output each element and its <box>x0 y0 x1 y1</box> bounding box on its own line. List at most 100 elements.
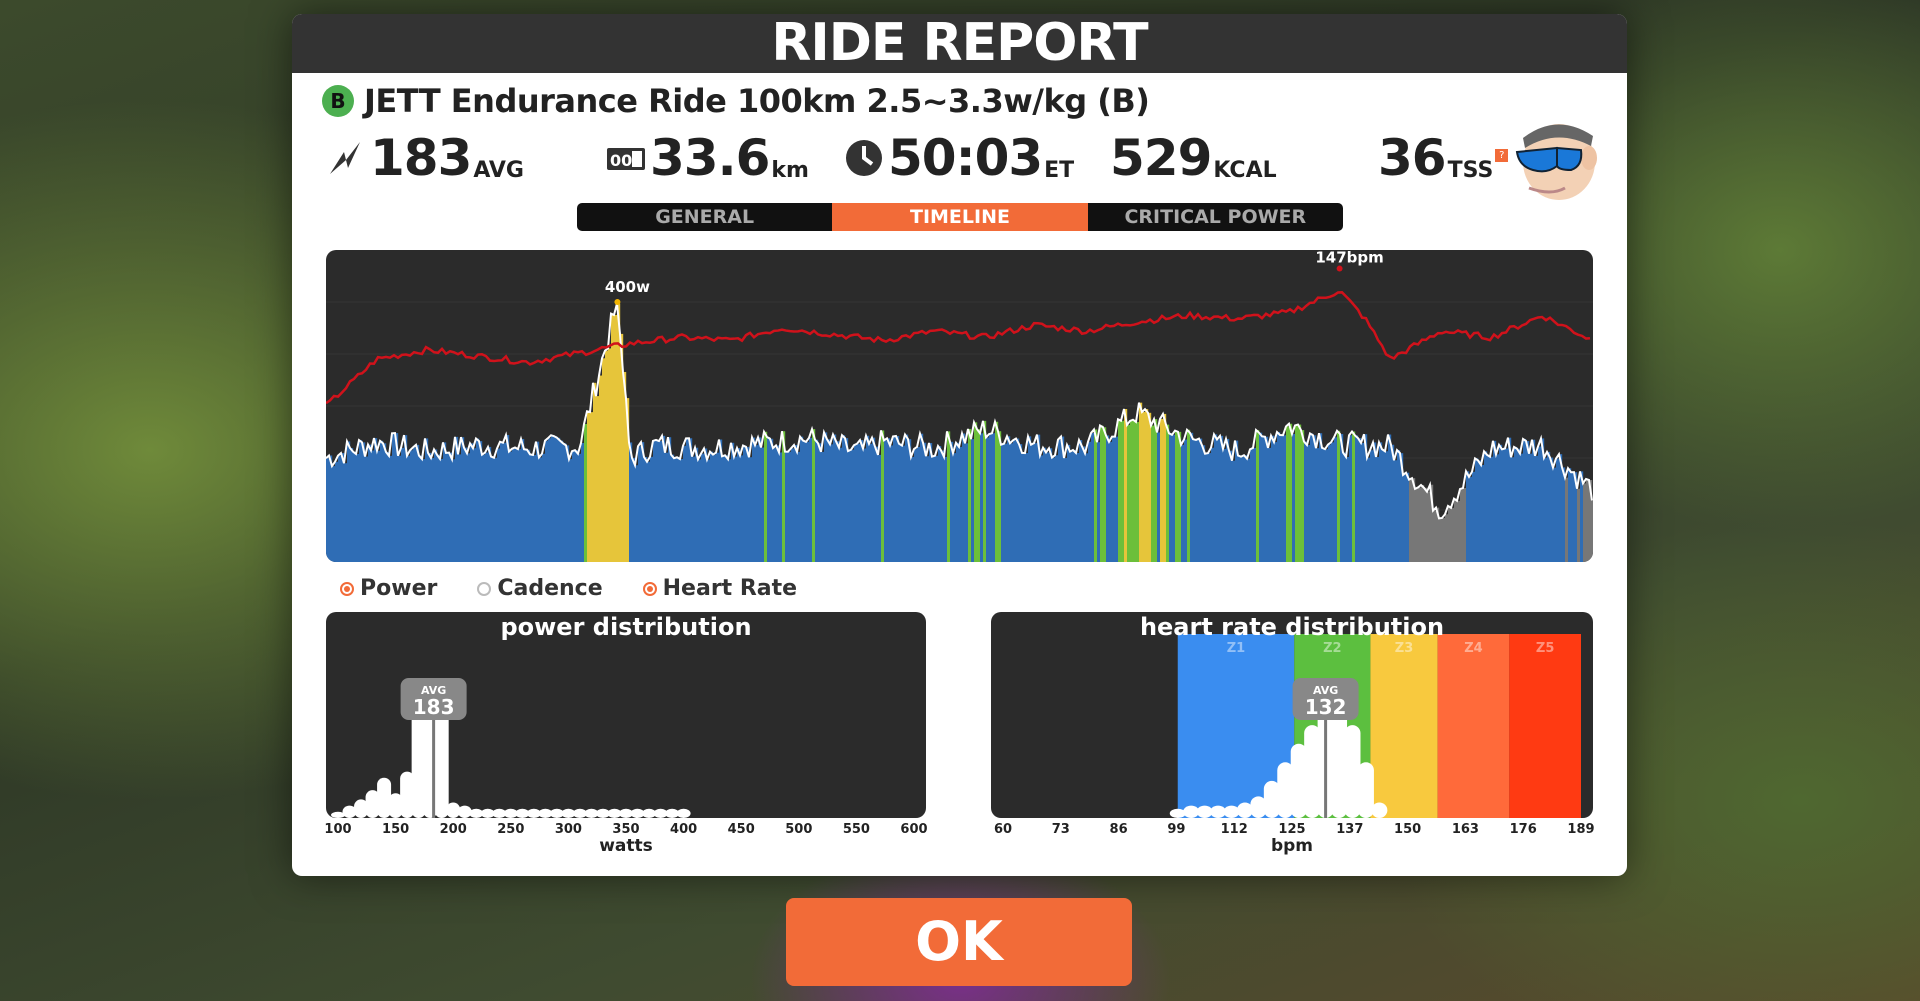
power-bar <box>857 443 861 562</box>
power-bar <box>605 350 609 562</box>
power-bar <box>440 458 444 562</box>
power-bar <box>539 457 543 562</box>
chart-legend: Power Cadence Heart Rate <box>340 576 837 601</box>
power-bar <box>401 447 405 562</box>
distribution-bar <box>1263 780 1280 818</box>
tss-help-icon[interactable]: ? <box>1495 149 1509 162</box>
power-bar <box>527 449 531 562</box>
power-bar <box>815 439 819 562</box>
power-bar <box>1031 444 1035 562</box>
tick-label: 60 <box>993 822 1013 837</box>
power-bar <box>1205 453 1209 562</box>
cadence-radio[interactable] <box>477 581 492 596</box>
power-bar <box>1589 479 1593 562</box>
power-bar <box>794 444 798 562</box>
power-bar <box>656 439 660 562</box>
power-bar <box>782 431 786 562</box>
heart-rate-radio[interactable] <box>642 581 657 596</box>
power-bar <box>1130 420 1134 562</box>
power-radio[interactable] <box>340 581 354 596</box>
power-bar <box>536 441 540 562</box>
power-bar <box>1157 432 1161 562</box>
power-bar <box>1220 435 1224 562</box>
distribution-bar <box>1304 725 1321 818</box>
peak-power-marker <box>614 299 621 305</box>
power-bar <box>335 461 339 562</box>
power-bar <box>398 455 402 562</box>
power-bar <box>1307 444 1311 562</box>
power-bar <box>329 455 333 562</box>
power-bar <box>740 455 744 562</box>
power-bar <box>1004 443 1008 562</box>
power-bar <box>581 442 585 562</box>
power-bar <box>1409 479 1413 562</box>
power-bar <box>1019 444 1023 562</box>
power-bar <box>347 441 351 562</box>
avatar <box>1515 124 1597 200</box>
power-bar <box>1520 453 1524 562</box>
power-bar <box>770 438 774 562</box>
power-bar <box>1439 518 1443 562</box>
power-bar <box>1133 419 1137 562</box>
power-bar <box>1253 447 1257 562</box>
power-bar <box>1073 449 1077 562</box>
power-bar <box>533 454 537 562</box>
stats-row: 183 AVG 00 33.6 km 50:03 ET 529 KCAL 36 … <box>292 128 1627 188</box>
power-bar <box>659 441 663 562</box>
power-bar <box>1247 458 1251 562</box>
power-bar <box>542 453 546 562</box>
power-bar <box>1340 433 1344 562</box>
power-bar <box>824 432 828 562</box>
distribution-bar <box>411 694 426 818</box>
power-bar <box>1076 453 1080 562</box>
distribution-bar <box>561 808 576 818</box>
power-bar <box>785 451 789 562</box>
tick-label: 73 <box>1051 822 1070 837</box>
power-bar <box>1193 439 1197 562</box>
power-bar <box>461 437 465 562</box>
legend-cadence-label: Cadence <box>497 576 603 601</box>
tab-general[interactable]: GENERAL <box>655 206 755 228</box>
power-bar <box>1184 439 1188 562</box>
power-bar <box>1325 449 1329 562</box>
power-bar <box>929 442 933 562</box>
power-bar <box>914 449 918 562</box>
tab-timeline[interactable]: TIMELINE <box>832 203 1088 231</box>
power-bar <box>962 433 966 562</box>
power-bar <box>1424 487 1428 562</box>
legend-heart-rate[interactable]: Heart Rate <box>642 576 797 601</box>
tab-critical-power[interactable]: CRITICAL POWER <box>1124 206 1307 228</box>
power-bar <box>404 435 408 562</box>
avg-badge <box>400 678 467 720</box>
power-bar <box>1163 413 1167 562</box>
legend-power[interactable]: Power <box>340 576 437 601</box>
power-bar <box>1544 457 1548 562</box>
power-bar <box>665 452 669 562</box>
power-bar <box>1043 447 1047 562</box>
modal-title: RIDE REPORT <box>292 14 1627 73</box>
power-bar <box>1034 443 1038 562</box>
power-bar <box>884 440 888 562</box>
power-bar <box>491 456 495 562</box>
power-bar <box>1250 449 1254 562</box>
power-bar <box>407 455 411 562</box>
distribution-bar <box>1344 725 1361 818</box>
power-bar <box>1277 432 1281 562</box>
legend-cadence[interactable]: Cadence <box>477 576 603 601</box>
hr-distribution: heart rate distribution Z1 Z2 Z3 Z4 Z5 AVG 132… <box>991 612 1595 856</box>
power-bar <box>674 458 678 562</box>
power-bar <box>707 459 711 562</box>
power-bar <box>1226 438 1230 562</box>
power-bar <box>1451 507 1455 562</box>
distribution-bar <box>1223 805 1240 818</box>
power-bar <box>1448 505 1452 562</box>
power-bar <box>1583 483 1587 562</box>
power-bar <box>893 436 897 562</box>
ok-button[interactable]: OK <box>786 898 1132 986</box>
power-bar <box>1094 429 1098 562</box>
zone-label: Z5 <box>1536 641 1554 656</box>
power-bar <box>797 451 801 562</box>
power-bar <box>410 450 414 562</box>
power-bar <box>875 446 879 562</box>
power-bar <box>1100 425 1104 562</box>
